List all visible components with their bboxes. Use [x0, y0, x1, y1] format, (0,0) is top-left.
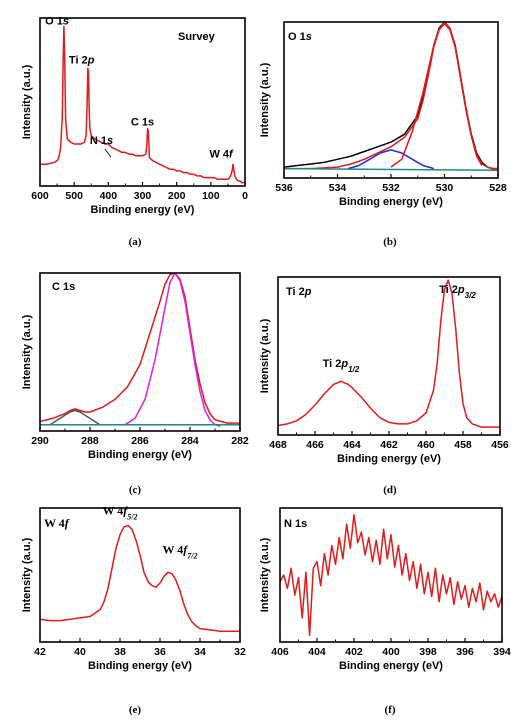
- chart-f-xtick-label-5: 396: [456, 646, 474, 658]
- chart-a-ylabel: Intensity (a.u.): [21, 64, 33, 139]
- chart-a-annotation-4: W 4f: [209, 148, 234, 160]
- chart-b-ylabel: Intensity (a.u.): [259, 62, 271, 137]
- chart-e-annotation-0: W 4f5/2: [102, 504, 137, 522]
- chart-b-xtick-label-0: 536: [275, 182, 293, 194]
- chart-a-title: Survey: [178, 31, 216, 43]
- chart-f-title: N 1s: [284, 518, 307, 530]
- chart-d-svg: 468 466 464 462 460 458 456 Binding energy (eV)…: [259, 276, 509, 465]
- chart-f-xtick-label-2: 402: [345, 646, 363, 658]
- chart-a-annotation-1: Ti 2p: [69, 54, 95, 66]
- chart-c-xtick-label-4: 282: [231, 435, 249, 447]
- chart-e-series-0: [39, 524, 240, 633]
- panel-f: 406 404 402 400 398 396 394 Binding energy (eV)…: [256, 500, 511, 710]
- caption-e: (e): [128, 704, 142, 716]
- chart-b-xtick-label-3: 530: [436, 182, 454, 194]
- chart-e-xtick-label-3: 36: [154, 646, 166, 658]
- chart-f-xtick-label-1: 404: [308, 646, 326, 658]
- panel-a: 600 500 400 300 200 100 0 Binding energy (eV) In…: [0, 0, 255, 250]
- chart-c-series-2: [49, 409, 101, 426]
- chart-a-series-0: [40, 25, 245, 184]
- chart-a-annotation-0: O 1s: [45, 16, 69, 28]
- chart-b-series-3: [390, 22, 483, 168]
- chart-d-ylabel: Intensity (a.u.): [259, 318, 271, 393]
- chart-b-series-1: [284, 21, 498, 170]
- chart-b-title: O 1s: [288, 31, 312, 43]
- chart-e-xtick-label-5: 32: [234, 646, 246, 658]
- chart-e-xtick-label-4: 34: [194, 646, 206, 658]
- chart-f-xtick-label-6: 394: [493, 646, 511, 658]
- chart-e-svg: 42 40 38 36 34 32 Binding energy (eV) Intensity…: [21, 504, 246, 672]
- chart-c-xtick-label-3: 284: [181, 435, 199, 447]
- chart-d-xtick-label-4: 460: [417, 439, 435, 451]
- chart-c-xtick-label-1: 288: [81, 435, 99, 447]
- panel-e: 42 40 38 36 34 32 Binding energy (eV) Intensity…: [0, 500, 255, 710]
- chart-f-series-0: [279, 513, 503, 637]
- chart-e-title: W 4f: [44, 516, 70, 530]
- caption-f: (f): [384, 704, 396, 716]
- chart-a-xtick-label-6: 0: [242, 190, 248, 202]
- caption-b: (b): [383, 236, 397, 248]
- chart-a-xtick-label-4: 200: [168, 190, 186, 202]
- chart-a-xlabel: Binding energy (eV): [91, 204, 195, 216]
- caption-c: (c): [128, 484, 142, 496]
- chart-a-frame: [39, 17, 246, 187]
- chart-f-ylabel: Intensity (a.u.): [259, 537, 271, 612]
- chart-d-annotation-0: Ti 2p3/2: [439, 284, 476, 300]
- chart-f-xlabel: Binding energy (eV): [339, 660, 443, 672]
- chart-e-xtick-label-0: 42: [34, 646, 46, 658]
- chart-a-xtick-label-3: 300: [134, 190, 152, 202]
- chart-e-frame: [39, 507, 241, 643]
- chart-b-svg: 536 534 532 530 528 Binding energy (eV) Intens…: [259, 21, 507, 208]
- chart-b-series-2: [347, 149, 435, 170]
- chart-d-xlabel: Binding energy (eV): [337, 453, 441, 465]
- chart-d-frame: [277, 276, 501, 436]
- chart-d-xtick-label-2: 464: [343, 439, 361, 451]
- chart-a-xtick-label-0: 600: [31, 190, 49, 202]
- chart-d-xtick-label-5: 458: [454, 439, 472, 451]
- chart-a-xtick-label-1: 500: [65, 190, 83, 202]
- chart-e-xlabel: Binding energy (eV): [88, 660, 192, 672]
- chart-d-annotation-1: Ti 2p1/2: [323, 358, 360, 374]
- chart-f-svg: 406 404 402 400 398 396 394 Binding energy (eV)…: [259, 507, 511, 672]
- chart-d-title: Ti 2p: [286, 286, 312, 298]
- chart-c-xtick-label-0: 290: [31, 435, 49, 447]
- caption-a: (a): [128, 236, 142, 248]
- chart-d-xtick-label-0: 468: [269, 439, 287, 451]
- chart-f-xtick-label-0: 406: [271, 646, 289, 658]
- chart-c-title: C 1s: [52, 281, 75, 293]
- chart-c-ylabel: Intensity (a.u.): [21, 314, 33, 389]
- chart-b-xtick-label-4: 528: [489, 182, 507, 194]
- chart-f-xtick-label-4: 398: [419, 646, 437, 658]
- chart-b-xtick-label-2: 532: [382, 182, 400, 194]
- chart-f-xtick-label-3: 400: [382, 646, 400, 658]
- chart-e-xtick-label-1: 40: [74, 646, 86, 658]
- chart-d-xtick-label-1: 466: [306, 439, 324, 451]
- chart-a-xtick-label-2: 400: [100, 190, 118, 202]
- panel-d: 468 466 464 462 460 458 456 Binding energy (eV)…: [256, 255, 511, 495]
- chart-d-xtick-label-3: 462: [380, 439, 398, 451]
- chart-e-annotation-1: W 4f7/2: [162, 543, 197, 561]
- chart-a-n1s-arrow: [104, 148, 112, 158]
- chart-c-series-1: [124, 272, 221, 428]
- panel-c: 290 288 286 284 282 Binding energy (eV) Intens…: [0, 255, 255, 495]
- chart-a-svg: 600 500 400 300 200 100 0 Binding energy (eV) In…: [21, 16, 248, 216]
- chart-d-series-0: [277, 279, 500, 428]
- chart-a-annotation-2: N 1s: [90, 135, 113, 147]
- chart-b-frame: [283, 21, 499, 179]
- chart-d-xtick-label-6: 456: [491, 439, 509, 451]
- chart-a-annotation-3: C 1s: [131, 117, 154, 129]
- chart-e-ylabel: Intensity (a.u.): [21, 537, 33, 612]
- caption-d: (d): [383, 484, 397, 496]
- chart-e-xtick-label-2: 38: [114, 646, 126, 658]
- chart-b-xtick-label-1: 534: [329, 182, 347, 194]
- chart-c-series-0: [39, 272, 240, 424]
- chart-c-xlabel: Binding energy (eV): [88, 449, 192, 461]
- chart-b-series-4: [283, 167, 499, 171]
- panel-b: 536 534 532 530 528 Binding energy (eV) Intens…: [256, 0, 511, 250]
- chart-a-xtick-label-5: 100: [202, 190, 220, 202]
- chart-b-xlabel: Binding energy (eV): [339, 196, 443, 208]
- chart-c-svg: 290 288 286 284 282 Binding energy (eV) Intens…: [21, 272, 249, 461]
- chart-c-xtick-label-2: 286: [131, 435, 149, 447]
